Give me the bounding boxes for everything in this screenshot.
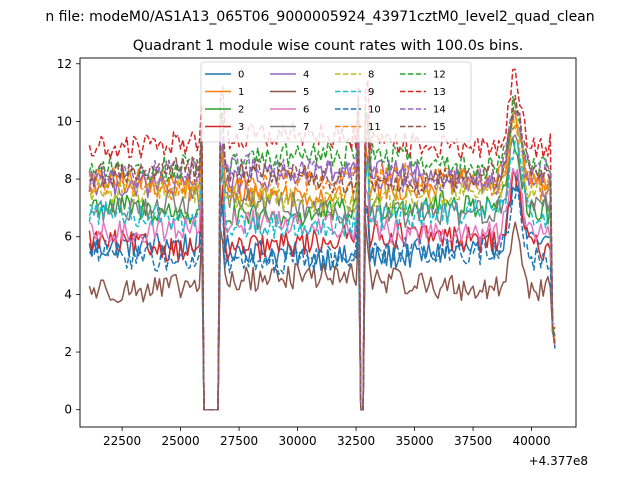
chart-title: Quadrant 1 module wise count rates with … xyxy=(133,38,524,54)
legend-label-0: 0 xyxy=(238,70,244,81)
legend-label-6: 6 xyxy=(303,105,309,116)
y-tick-label: 6 xyxy=(64,230,72,244)
x-tick-label: 25000 xyxy=(162,434,200,448)
x-tick-label: 35000 xyxy=(395,434,433,448)
y-tick-label: 4 xyxy=(64,287,72,301)
x-axis-offset-label: +4.377e8 xyxy=(529,454,588,468)
plot-area-frame xyxy=(79,57,577,428)
series-line-6 xyxy=(88,162,556,411)
legend-label-13: 13 xyxy=(433,87,446,98)
series-line-15 xyxy=(88,94,556,411)
legend-label-3: 3 xyxy=(238,122,244,133)
x-tick-label: 32500 xyxy=(337,434,375,448)
y-tick-label: 0 xyxy=(64,403,72,417)
series-line-5 xyxy=(88,220,556,411)
series-line-0 xyxy=(88,172,556,411)
y-tick-label: 10 xyxy=(57,114,72,128)
series-line-11 xyxy=(88,109,556,411)
legend-label-10: 10 xyxy=(368,105,381,116)
y-axis: 0 2 4 6 8 10 12 xyxy=(57,57,80,417)
legend-label-2: 2 xyxy=(238,105,244,116)
series-line-14 xyxy=(88,110,556,411)
series-line-3 xyxy=(88,170,556,411)
legend-label-4: 4 xyxy=(303,70,309,81)
legend-label-12: 12 xyxy=(433,70,446,81)
x-tick-label: 40000 xyxy=(512,434,550,448)
series-line-9 xyxy=(88,140,555,411)
figure-title: n file: modeM0/AS1A13_065T06_9000005924_… xyxy=(45,9,594,25)
x-tick-label: 22500 xyxy=(103,434,141,448)
x-tick-label: 37500 xyxy=(454,434,492,448)
legend-label-1: 1 xyxy=(238,87,244,98)
series-line-8 xyxy=(88,112,556,411)
legend-label-7: 7 xyxy=(303,122,309,133)
legend-label-5: 5 xyxy=(303,87,309,98)
legend-label-9: 9 xyxy=(368,87,374,98)
legend-box xyxy=(200,61,472,143)
legend-label-11: 11 xyxy=(368,122,381,133)
x-axis: 22500 25000 27500 30000 32500 35000 37500 40000 xyxy=(103,427,551,448)
y-tick-label: 2 xyxy=(64,345,72,359)
legend-label-14: 14 xyxy=(433,105,446,116)
y-tick-label: 8 xyxy=(64,172,72,186)
series-lines xyxy=(88,68,556,411)
series-line-10 xyxy=(88,184,556,411)
legend-label-8: 8 xyxy=(368,70,374,81)
y-tick-label: 12 xyxy=(57,57,72,71)
series-line-12 xyxy=(88,95,556,411)
legend-label-15: 15 xyxy=(433,122,446,133)
x-tick-label: 27500 xyxy=(220,434,258,448)
x-tick-label: 30000 xyxy=(278,434,316,448)
